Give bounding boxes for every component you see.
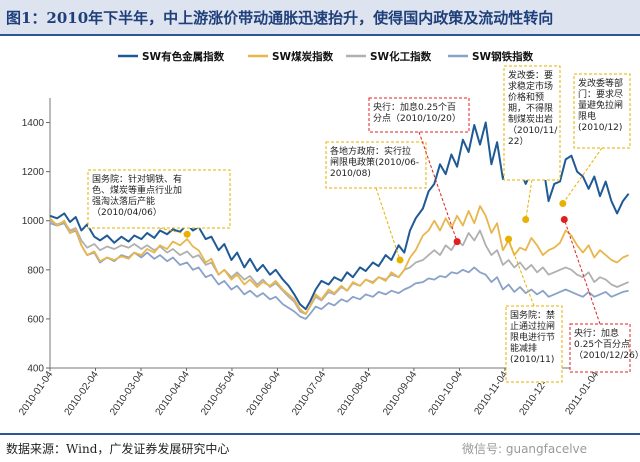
annotation-text-line: 国务院：针对钢铁、有 (92, 173, 182, 185)
x-tick-label: 2010-11-04 (472, 369, 510, 417)
annotation-text-line: 闸限电政策(2010/06- (330, 156, 419, 168)
annotation-note-2010-12-26: 央行：加息0.25个百分点（2010/12/26） (560, 216, 640, 373)
annotation-box (505, 305, 563, 383)
annotation-text-line: 2010/08) (330, 169, 371, 179)
x-tick-label: 2010-06-04 (245, 369, 284, 418)
annotation-text-line: 发改委等部 (578, 77, 623, 89)
annotation-box (503, 65, 561, 181)
annotation-text-line: 限电进行节 (510, 331, 555, 343)
annotation-text-line: (2010/12) (578, 123, 622, 133)
annotation-marker-dot (453, 238, 461, 246)
annotation-marker-dot (396, 256, 404, 264)
annotation-text-line: 强淘汰落后产能 (92, 195, 155, 207)
annotation-text-line: 量避免拉闸 (578, 99, 623, 111)
annotation-note-2010-10-20: 央行：加息0.25个百分点（2010/10/20） (368, 97, 470, 246)
watermark-text: 微信号: guangfacelve (462, 442, 588, 456)
annotation-marker-dot (559, 200, 567, 208)
annotation-marker-dot (505, 235, 513, 243)
annotation-box (368, 97, 470, 133)
annotation-box (87, 169, 231, 229)
annotation-box (325, 141, 427, 189)
annotation-marker-dot (183, 230, 191, 238)
y-tick-label: 1400 (22, 118, 45, 129)
annotation-text-line: 制煤炭出岩 (508, 113, 553, 125)
legend: SW有色金属指数 SW煤炭指数 SW化工指数 SW钢铁指数 (118, 50, 534, 63)
annotation-text-line: 分点（2010/10/20） (373, 113, 461, 124)
annotation-text-line: 限电 (578, 110, 596, 122)
title-bar (0, 0, 640, 34)
annotation-connector (418, 131, 458, 242)
annotation-connector (562, 147, 603, 204)
annotation-text-line: 止通过拉闸 (510, 320, 555, 332)
annotation-marker-dot (560, 216, 568, 223)
x-tick-label: 2010-02-04 (63, 369, 102, 418)
annotation-text-line: （2010/11/ (508, 125, 558, 136)
annotation-text-line: 发改委：要 (508, 69, 553, 81)
annotation-text-line: 能减排 (510, 342, 537, 354)
line-chart: 400 600 800 1000 1200 1400 2010-01-04 2010-02-0… (17, 50, 640, 418)
annotation-connector (508, 238, 535, 307)
x-tick-label: 2010-08-04 (336, 369, 375, 418)
annotation-text-line: 门：要求尽 (578, 88, 623, 100)
annotation-text-line: 22） (508, 136, 528, 147)
annotation-box (573, 73, 631, 149)
annotation-connector (375, 187, 401, 261)
annotation-text-line: 各地方政府：实行拉 (330, 145, 411, 157)
x-tick-label: 2010-04-04 (154, 369, 193, 418)
annotation-text-line: (2010/11) (510, 355, 554, 365)
series-line-steel (49, 222, 629, 320)
legend-label-coal: SW煤炭指数 (272, 50, 334, 63)
footer-rule (0, 433, 640, 435)
figure-title: 图1：2010年下半年，中上游涨价带动通胀迅速抬升，使得国内政策及流动性转向 (6, 9, 554, 27)
y-tick-label: 600 (27, 314, 44, 325)
x-tick-label: 2010-07-04 (290, 369, 329, 418)
annotation-text-line: （2010/04/06） (92, 207, 162, 218)
x-tick-label: 2010-05-04 (199, 369, 238, 418)
annotation-text-line: 央行：加息 (574, 327, 619, 339)
title-rule (0, 34, 640, 36)
x-tick-label: 2010-01-04 (17, 369, 56, 418)
annotation-text-line: 国务院：禁 (510, 309, 555, 321)
annotation-connector (563, 219, 601, 325)
legend-label-steel: SW钢铁指数 (472, 50, 534, 63)
x-tick-label: 2010-10-04 (427, 369, 466, 418)
y-tick-label: 800 (27, 265, 44, 276)
annotation-text-line: 期，不得限 (508, 102, 553, 114)
annotation-marker-dot (522, 216, 530, 223)
data-source-note: 数据来源：Wind，广发证券发展研究中心 (6, 442, 230, 456)
annotation-text-line: 价格和预 (508, 91, 544, 103)
series-line-coal (49, 205, 629, 315)
y-tick-label: 1200 (22, 167, 45, 178)
y-tick-label: 1000 (22, 216, 45, 227)
annotation-text-line: 0.25个百分点 (574, 339, 630, 350)
x-tick-label: 2010-03-04 (108, 369, 147, 418)
annotation-box (569, 323, 631, 373)
annotation-text-line: 求稳定市场 (508, 80, 553, 92)
x-tick-label: 2011-01-04 (563, 369, 601, 417)
annotation-text-line: （2010/12/26） (574, 350, 640, 361)
annotation-text-line: 央行：加息0.25个百 (373, 101, 456, 113)
legend-label-chem: SW化工指数 (370, 50, 432, 63)
y-tick-label: 400 (27, 364, 44, 375)
annotation-connector (525, 179, 533, 220)
annotation-text-line: 色、煤炭等重点行业加 (92, 184, 182, 196)
legend-label-copper: SW有色金属指数 (142, 50, 225, 63)
x-tick-label: 2010-09-04 (381, 369, 420, 418)
